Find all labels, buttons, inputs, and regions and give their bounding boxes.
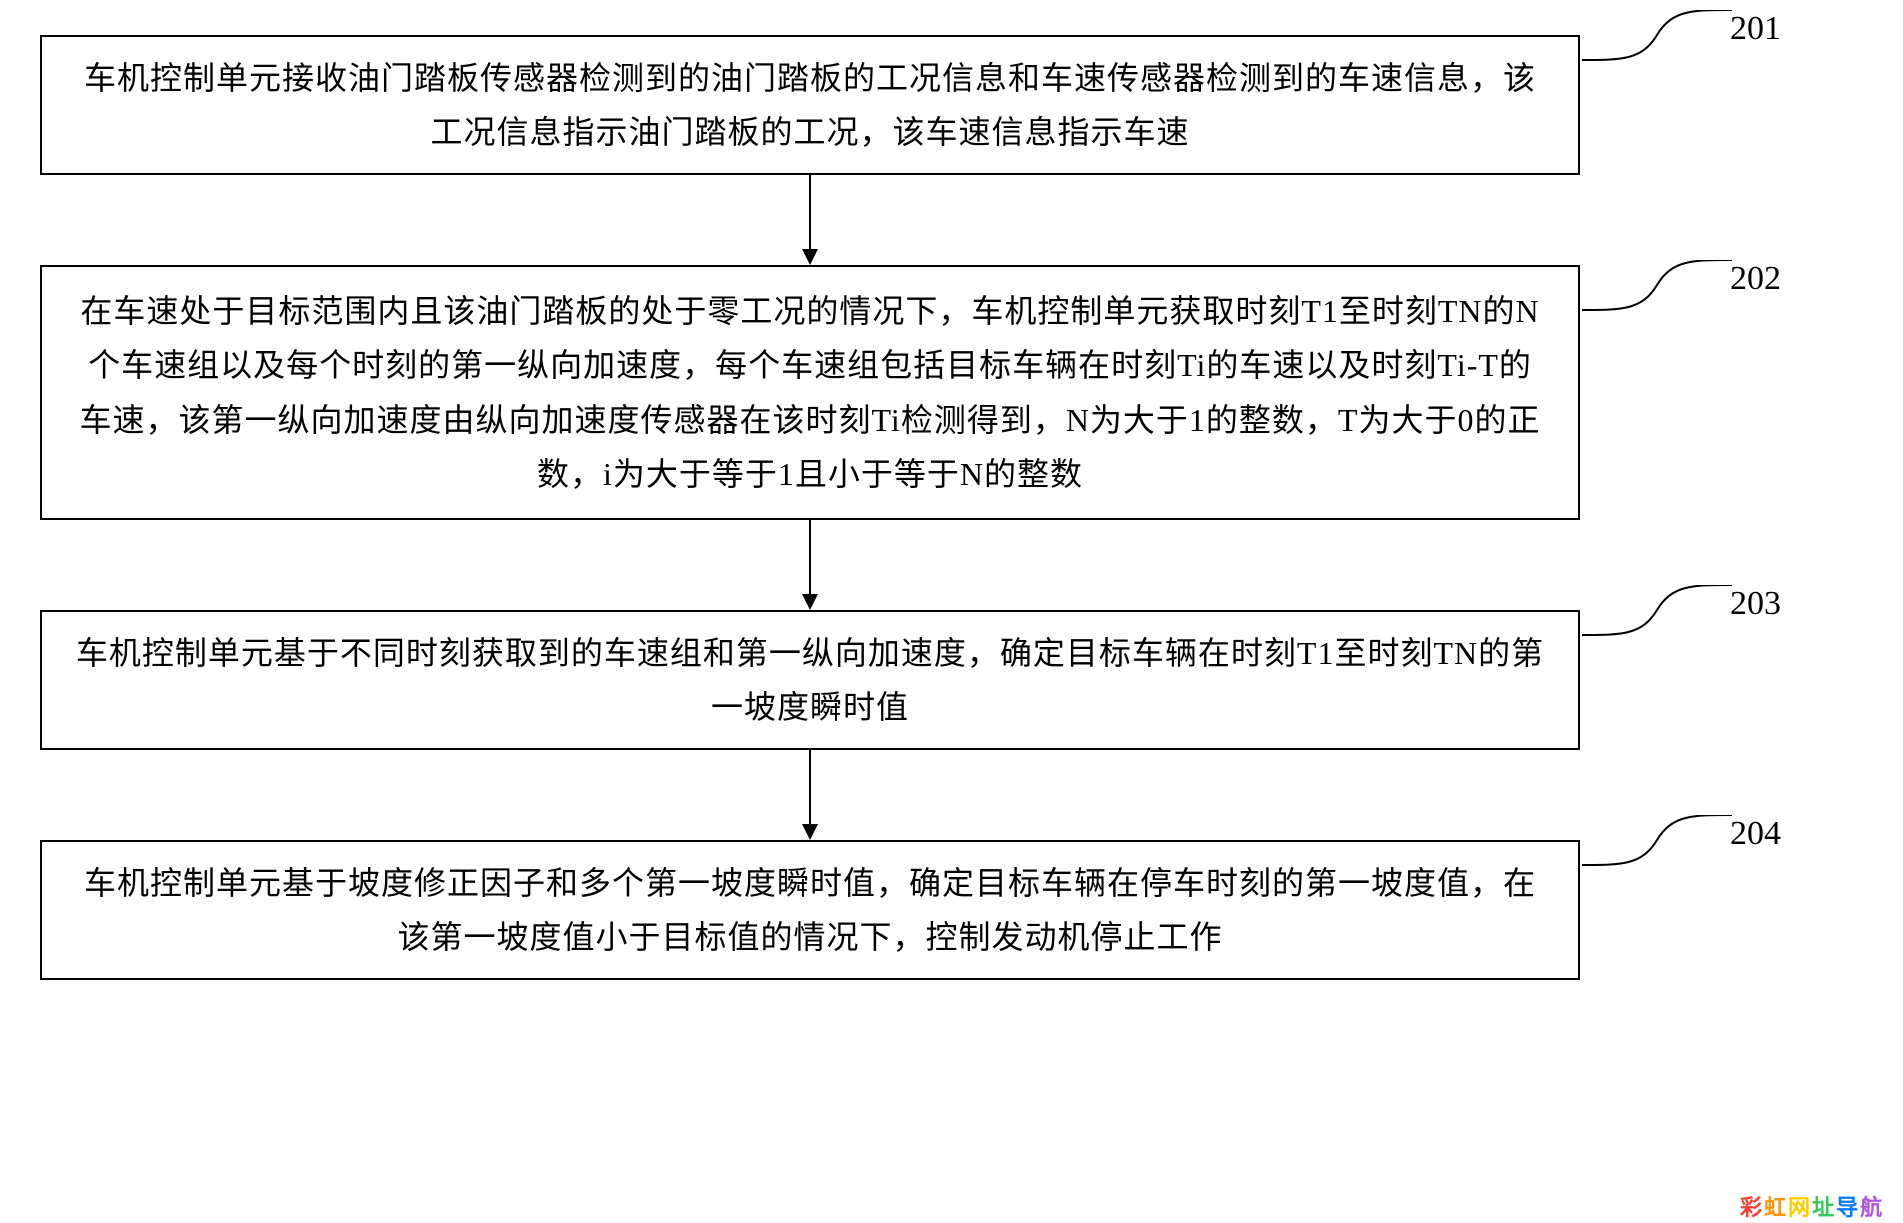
label-connector — [1582, 815, 1732, 870]
flow-arrow — [798, 750, 822, 842]
flowchart-node: 车机控制单元基于不同时刻获取到的车速组和第一纵向加速度，确定目标车辆在时刻T1至… — [40, 610, 1580, 750]
label-connector — [1582, 10, 1732, 65]
node-label: 202 — [1730, 260, 1781, 298]
flowchart-node: 车机控制单元接收油门踏板传感器检测到的油门踏板的工况信息和车速传感器检测到的车速… — [40, 35, 1580, 175]
watermark-char: 网 — [1788, 1195, 1812, 1220]
flowchart-container: 车机控制单元接收油门踏板传感器检测到的油门踏板的工况信息和车速传感器检测到的车速… — [0, 0, 1903, 1223]
node-text: 车机控制单元基于不同时刻获取到的车速组和第一纵向加速度，确定目标车辆在时刻T1至… — [72, 626, 1548, 735]
watermark-char: 址 — [1812, 1195, 1836, 1220]
watermark: 彩虹网址导航 — [1740, 1190, 1884, 1222]
node-text: 在车速处于目标范围内且该油门踏板的处于零工况的情况下，车机控制单元获取时刻T1至… — [72, 284, 1548, 502]
flow-arrow — [798, 175, 822, 267]
watermark-char: 虹 — [1764, 1195, 1788, 1220]
node-label: 201 — [1730, 10, 1781, 48]
label-connector — [1582, 585, 1732, 640]
node-label: 203 — [1730, 585, 1781, 623]
flowchart-node: 在车速处于目标范围内且该油门踏板的处于零工况的情况下，车机控制单元获取时刻T1至… — [40, 265, 1580, 520]
label-connector — [1582, 260, 1732, 315]
flowchart-node: 车机控制单元基于坡度修正因子和多个第一坡度瞬时值，确定目标车辆在停车时刻的第一坡… — [40, 840, 1580, 980]
node-label: 204 — [1730, 815, 1781, 853]
node-text: 车机控制单元接收油门踏板传感器检测到的油门踏板的工况信息和车速传感器检测到的车速… — [72, 51, 1548, 160]
watermark-char: 导 — [1836, 1195, 1860, 1220]
watermark-char: 彩 — [1740, 1195, 1764, 1220]
node-text: 车机控制单元基于坡度修正因子和多个第一坡度瞬时值，确定目标车辆在停车时刻的第一坡… — [72, 856, 1548, 965]
flow-arrow — [798, 520, 822, 612]
watermark-char: 航 — [1860, 1195, 1884, 1220]
